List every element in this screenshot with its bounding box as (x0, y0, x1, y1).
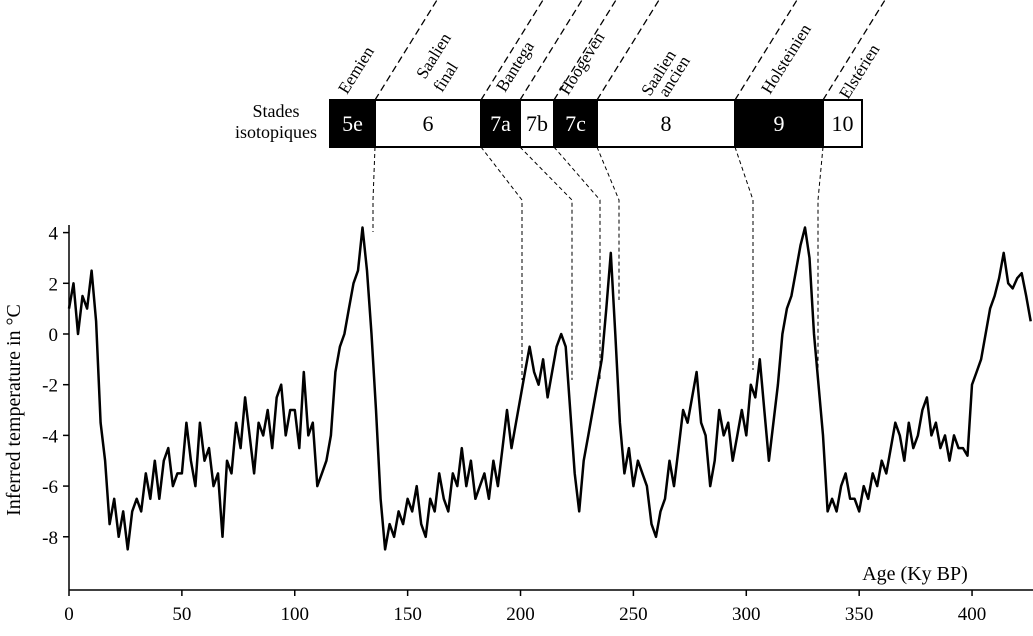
stage-label: 7c (565, 111, 586, 136)
y-tick-label: 4 (49, 224, 59, 245)
x-tick-label: 300 (732, 604, 761, 625)
y-tick-label: -6 (42, 477, 58, 498)
y-tick-label: 0 (49, 325, 59, 346)
stage-label: 6 (423, 111, 434, 136)
x-tick-label: 150 (393, 604, 422, 625)
x-tick-label: 100 (281, 604, 310, 625)
dashed-guide (822, 0, 886, 101)
stage-name: Bantega (492, 37, 538, 95)
stage-label: 8 (661, 111, 672, 136)
stage-label: 10 (832, 111, 854, 136)
x-tick-label: 400 (958, 604, 987, 625)
stage-box (596, 99, 736, 148)
dashed-guide (734, 0, 798, 101)
stage-box (519, 99, 555, 148)
temperature-line (67, 226, 1032, 551)
x-tick-label: 50 (172, 604, 191, 625)
connector (480, 146, 523, 380)
connector (372, 146, 376, 232)
x-tick-label: 350 (845, 604, 874, 625)
connector (596, 146, 620, 300)
x-tick-label: 0 (64, 604, 74, 625)
connector (553, 146, 601, 380)
dashed-guide (519, 0, 583, 101)
stage-name: Elstérien (835, 40, 883, 102)
stage-box (822, 99, 863, 148)
connector (519, 146, 573, 380)
x-axis-title: Age (Ky BP) (862, 563, 968, 585)
y-tick-label: -8 (42, 528, 58, 549)
stage-name: Holsteinien (757, 20, 815, 97)
y-tick-label: -2 (42, 376, 58, 397)
dashed-guide (596, 0, 660, 101)
y-tick-label: -4 (42, 426, 58, 447)
stage-name: Hoogeven (555, 28, 608, 98)
stage-label: 7a (490, 111, 511, 136)
stage-box (374, 99, 482, 148)
band-label: Stades (253, 101, 300, 121)
y-tick-label: 2 (49, 274, 59, 295)
connector (734, 146, 754, 370)
stage-label: 7b (526, 111, 548, 136)
dashed-guide (374, 0, 438, 101)
stage-name: Eemien (334, 43, 378, 98)
stage-label: 5e (342, 111, 363, 136)
dashed-guide (553, 0, 617, 101)
dashed-guide (480, 0, 544, 101)
stage-label: 9 (774, 111, 785, 136)
y-axis-title: Inferred temperature in °C (3, 304, 25, 516)
x-tick-label: 250 (619, 604, 648, 625)
band-label: isotopiques (235, 122, 317, 142)
x-tick-label: 200 (506, 604, 535, 625)
connector (817, 146, 824, 370)
